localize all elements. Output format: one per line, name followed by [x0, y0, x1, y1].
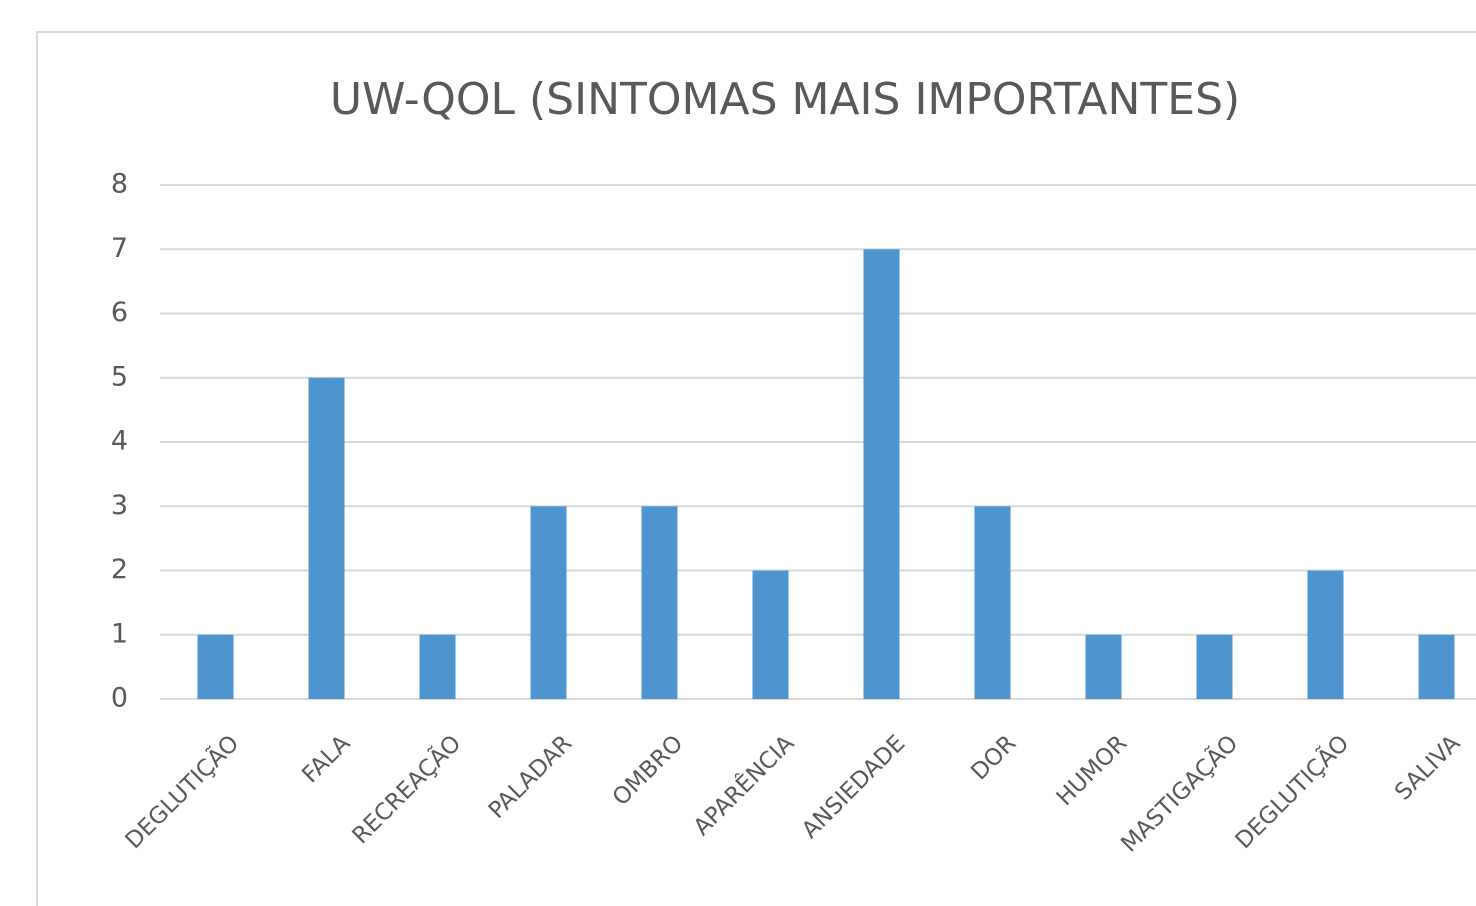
- y-tick-label: 4: [111, 426, 128, 457]
- y-tick-label: 2: [111, 554, 128, 585]
- bar: [974, 506, 1011, 699]
- bar: [530, 506, 567, 699]
- bar: [1085, 634, 1122, 699]
- bar: [197, 634, 234, 699]
- y-tick-label: 3: [111, 490, 128, 521]
- bar: [419, 634, 456, 699]
- bar: [641, 506, 678, 699]
- y-tick-label: 0: [111, 683, 128, 714]
- bar: [1307, 570, 1344, 699]
- y-tick-label: 1: [111, 618, 128, 649]
- bar: [1418, 634, 1455, 699]
- chart-border: [36, 31, 1476, 906]
- y-tick-label: 7: [111, 233, 128, 264]
- y-tick-label: 8: [111, 169, 128, 200]
- y-tick-label: 6: [111, 297, 128, 328]
- bar: [752, 570, 789, 699]
- bar: [863, 249, 900, 699]
- bar: [1196, 634, 1233, 699]
- chart-title: UW-QOL (SINTOMAS MAIS IMPORTANTES): [330, 74, 1240, 125]
- y-tick-label: 5: [111, 361, 128, 392]
- bar: [308, 377, 345, 699]
